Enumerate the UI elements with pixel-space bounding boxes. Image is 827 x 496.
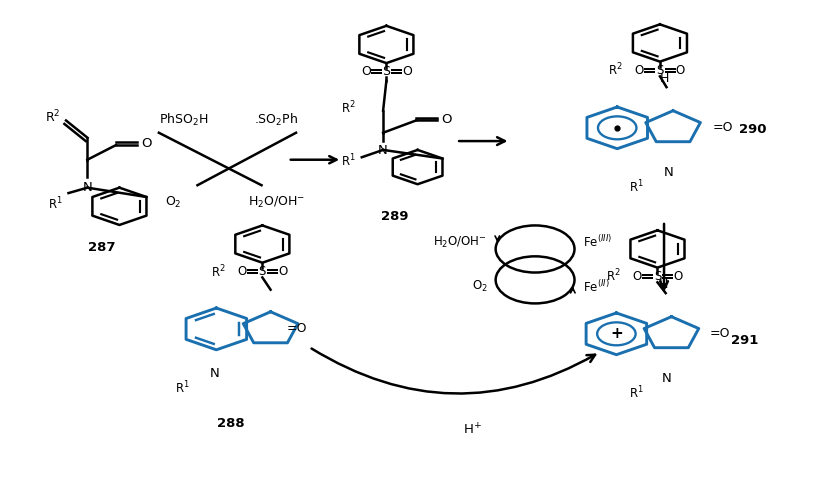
Text: Fe$^{(II)}$: Fe$^{(II)}$ [583,279,609,295]
Text: H$^{+}$: H$^{+}$ [463,423,482,438]
Text: S: S [259,265,266,278]
Text: O: O [361,65,370,78]
Text: +: + [610,326,623,341]
Polygon shape [236,226,289,263]
Text: =O: =O [713,122,733,134]
Text: H$_2$O/OH$^{-}$: H$_2$O/OH$^{-}$ [433,235,487,249]
Polygon shape [586,313,647,355]
Polygon shape [630,230,685,268]
Text: O$_2$: O$_2$ [165,195,181,210]
Text: O: O [237,265,246,278]
Text: O: O [633,270,642,283]
Polygon shape [360,26,414,63]
Polygon shape [243,312,298,343]
Text: H$_2$O/OH$^{-}$: H$_2$O/OH$^{-}$ [248,195,305,210]
Text: N: N [662,372,672,384]
Text: 289: 289 [381,210,409,223]
Polygon shape [186,308,246,350]
Text: PhSO$_2$H: PhSO$_2$H [159,112,208,128]
Text: O: O [141,137,152,150]
Text: S: S [654,270,661,283]
Text: R$^{2}$: R$^{2}$ [606,268,620,285]
Text: =O: =O [710,327,729,340]
Text: S: S [382,65,390,78]
Text: R$^{2}$: R$^{2}$ [342,100,356,117]
Text: N: N [378,144,388,157]
Text: =O: =O [287,322,308,335]
Text: R$^{2}$: R$^{2}$ [608,62,623,79]
Text: R$^{1}$: R$^{1}$ [48,195,63,212]
Text: 288: 288 [218,417,245,430]
Text: R$^{2}$: R$^{2}$ [211,263,226,280]
Text: O: O [673,270,682,283]
Polygon shape [646,111,700,142]
Polygon shape [587,107,648,149]
Text: .SO$_2$Ph: .SO$_2$Ph [254,112,299,128]
Text: R$^{2}$: R$^{2}$ [45,109,60,125]
Text: H: H [660,72,670,85]
Text: R$^{1}$: R$^{1}$ [629,179,643,195]
Polygon shape [644,316,699,348]
Text: R$^{1}$: R$^{1}$ [629,384,643,401]
Polygon shape [393,150,442,184]
Text: O: O [442,113,452,125]
Text: O: O [676,64,685,77]
Text: R$^{1}$: R$^{1}$ [175,379,190,396]
Text: H: H [658,278,668,291]
Text: N: N [210,367,220,379]
Polygon shape [633,24,687,62]
Text: 290: 290 [739,123,767,136]
Text: O: O [402,65,412,78]
Text: N: N [663,166,673,179]
Text: R$^{1}$: R$^{1}$ [342,152,356,169]
Text: Fe$^{(III)}$: Fe$^{(III)}$ [583,234,612,250]
Text: O: O [635,64,644,77]
Polygon shape [93,187,146,225]
Text: 291: 291 [731,334,759,347]
Text: 287: 287 [88,241,115,253]
Text: O$_2$: O$_2$ [471,279,487,294]
Text: S: S [657,64,663,77]
Text: N: N [83,181,93,194]
Text: O: O [278,265,288,278]
